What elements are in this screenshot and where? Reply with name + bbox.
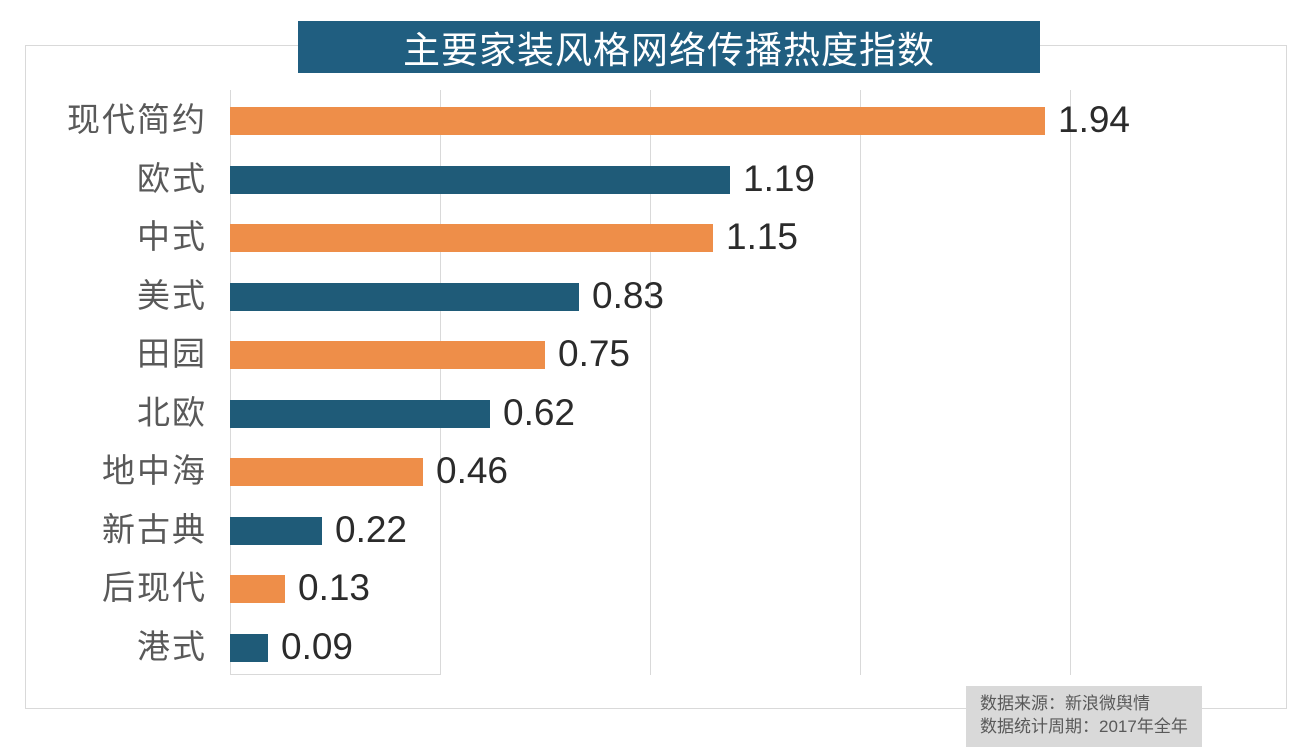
gridline bbox=[860, 90, 861, 675]
category-label: 新古典 bbox=[102, 511, 207, 548]
value-label: 0.09 bbox=[281, 626, 354, 667]
chart-title-band: 主要家装风格网络传播热度指数 bbox=[298, 21, 1040, 73]
bar-row: 1.15 bbox=[230, 216, 1070, 257]
bar-row: 0.09 bbox=[230, 626, 1070, 667]
category-label: 现代简约 bbox=[67, 101, 207, 138]
category-label: 地中海 bbox=[102, 452, 207, 489]
bar-田园 bbox=[230, 341, 545, 369]
bar-row: 0.75 bbox=[230, 333, 1070, 374]
bar-中式 bbox=[230, 224, 713, 252]
bar-row: 0.83 bbox=[230, 275, 1070, 316]
source-note: 数据来源：新浪微舆情 数据统计周期：2017年全年 bbox=[966, 686, 1202, 747]
value-label: 0.13 bbox=[298, 567, 371, 608]
bar-row: 0.22 bbox=[230, 509, 1070, 550]
category-label: 欧式 bbox=[137, 160, 207, 197]
bar-欧式 bbox=[230, 166, 730, 194]
category-label: 美式 bbox=[137, 277, 207, 314]
gridline bbox=[650, 90, 651, 675]
bar-地中海 bbox=[230, 458, 423, 486]
value-label: 0.62 bbox=[503, 392, 576, 433]
category-label: 后现代 bbox=[102, 569, 207, 606]
chart-title: 主要家装风格网络传播热度指数 bbox=[403, 30, 935, 71]
bar-北欧 bbox=[230, 400, 490, 428]
bar-row: 0.13 bbox=[230, 567, 1070, 608]
gridline bbox=[440, 90, 441, 675]
bar-row: 1.94 bbox=[230, 101, 1130, 138]
gridline bbox=[1070, 90, 1071, 675]
category-label: 中式 bbox=[137, 218, 207, 255]
gridline bbox=[230, 90, 231, 675]
plot-area: 1.94 1.19 1.15 0.83 0.75 0.62 0.46 0.22 0.13 0.09 bbox=[230, 90, 1130, 675]
value-label: 0.22 bbox=[335, 509, 408, 550]
bar-row: 0.46 bbox=[230, 450, 1070, 491]
bar-新古典 bbox=[230, 517, 322, 545]
bar-港式 bbox=[230, 634, 268, 662]
value-label: 0.75 bbox=[558, 333, 631, 374]
axis-bottom-segment bbox=[230, 674, 440, 675]
bar-row: 0.62 bbox=[230, 392, 1070, 433]
value-label: 1.19 bbox=[743, 158, 816, 199]
value-label: 1.94 bbox=[1058, 99, 1131, 140]
category-label: 港式 bbox=[137, 628, 207, 665]
category-label: 田园 bbox=[137, 335, 207, 372]
source-note-line1: 数据来源：新浪微舆情 bbox=[980, 694, 1150, 713]
value-label: 0.46 bbox=[436, 450, 509, 491]
bar-row: 1.19 bbox=[230, 158, 1070, 199]
source-note-line2: 数据统计周期：2017年全年 bbox=[980, 716, 1188, 736]
category-axis: 现代简约欧式中式美式田园北欧地中海新古典后现代港式 bbox=[0, 90, 207, 675]
bar-现代简约 bbox=[230, 107, 1045, 135]
bar-美式 bbox=[230, 283, 579, 311]
category-label: 北欧 bbox=[137, 394, 207, 431]
value-label: 1.15 bbox=[726, 216, 799, 257]
bar-后现代 bbox=[230, 575, 285, 603]
value-label: 0.83 bbox=[592, 275, 665, 316]
